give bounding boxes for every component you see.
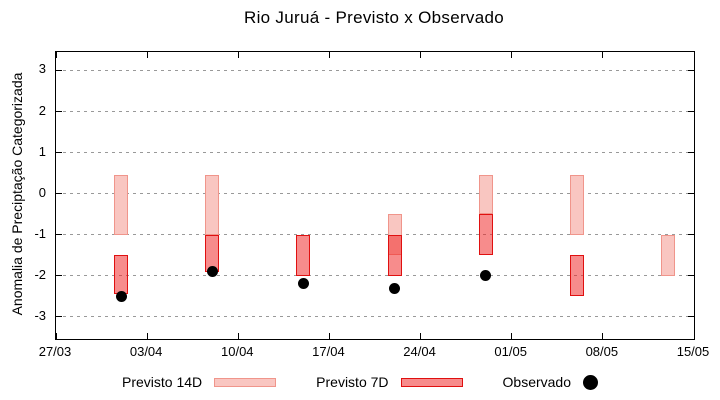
y-tick-label: -1	[34, 225, 46, 241]
y-axis-tick	[688, 234, 694, 236]
gridline	[56, 316, 694, 318]
y-axis-tick	[56, 316, 62, 318]
y-axis-tick	[56, 69, 62, 71]
y-axis-tick	[56, 193, 62, 195]
legend-swatch-observado-icon	[583, 374, 598, 390]
legend: Previsto 14D Previsto 7D Observado	[0, 370, 720, 394]
y-axis-tick	[56, 275, 62, 277]
legend-label-previsto-7d: Previsto 7D	[316, 374, 389, 390]
x-axis-tick	[511, 52, 513, 58]
legend-item-previsto-7d: Previsto 7D	[316, 374, 463, 390]
point-observado	[480, 270, 492, 282]
legend-label-previsto-14d: Previsto 14D	[122, 374, 203, 390]
x-axis-tick	[420, 333, 422, 339]
x-axis-tick	[146, 333, 148, 339]
legend-item-observado: Observado	[503, 374, 598, 390]
y-axis-tick	[688, 152, 694, 154]
gridline	[56, 275, 694, 277]
y-tick-label: -2	[34, 266, 46, 282]
y-tick-label: 3	[38, 61, 46, 77]
x-axis-tick	[602, 333, 604, 339]
bar-previsto-14d	[569, 175, 584, 235]
x-tick-label: 17/04	[312, 344, 345, 359]
y-tick-label: -3	[34, 307, 46, 323]
x-axis-tick	[602, 52, 604, 58]
y-axis-tick	[688, 69, 694, 71]
y-tick-label: 2	[38, 102, 46, 118]
x-axis-tick	[55, 52, 57, 58]
bar-previsto-7d	[478, 214, 493, 256]
legend-item-previsto-14d: Previsto 14D	[122, 374, 277, 390]
legend-swatch-previsto-14d-icon	[214, 377, 277, 387]
gridline	[56, 111, 694, 113]
y-axis-tick	[688, 275, 694, 277]
x-tick-label: 15/05	[676, 344, 710, 359]
x-axis-tick	[146, 52, 148, 58]
y-tick-label: 0	[38, 184, 46, 200]
y-tick-label: 1	[38, 143, 46, 159]
y-axis-tick	[56, 111, 62, 113]
y-axis-tick	[688, 193, 694, 195]
x-axis-tick	[328, 52, 330, 58]
bar-previsto-7d	[569, 255, 584, 297]
gridline	[56, 69, 694, 71]
legend-label-observado: Observado	[502, 374, 571, 390]
gridline	[56, 234, 694, 236]
x-axis-tick	[55, 333, 57, 339]
x-axis-tick	[693, 52, 695, 58]
bar-previsto-7d	[387, 234, 402, 276]
bar-previsto-14d	[114, 175, 129, 235]
x-tick-label: 01/05	[494, 344, 527, 359]
point-observado	[115, 290, 127, 302]
x-tick-label: 27/03	[38, 344, 72, 359]
gridline	[56, 152, 694, 154]
bar-previsto-14d	[205, 175, 220, 235]
bar-previsto-7d	[114, 255, 129, 295]
point-observado	[206, 266, 218, 278]
x-axis-tick	[328, 333, 330, 339]
chart-title: Rio Juruá - Previsto x Observado	[244, 8, 504, 27]
x-tick-label: 08/05	[585, 344, 619, 359]
x-tick-label: 03/04	[129, 344, 163, 359]
y-axis-tick	[56, 234, 62, 236]
x-tick-label: 24/04	[403, 344, 436, 359]
bar-previsto-7d	[296, 234, 311, 276]
legend-swatch-previsto-7d-icon	[400, 377, 463, 387]
bar-previsto-14d	[478, 175, 493, 215]
x-tick-label: 10/04	[221, 344, 254, 359]
y-axis-tick	[56, 152, 62, 154]
x-axis-tick	[420, 52, 422, 58]
x-axis-tick	[237, 333, 239, 339]
point-observado	[297, 278, 309, 290]
x-axis-tick	[237, 52, 239, 58]
plot-area	[55, 51, 695, 340]
point-observado	[389, 282, 401, 294]
gridline	[56, 193, 694, 195]
bar-previsto-14d	[660, 234, 675, 276]
y-axis-tick	[688, 111, 694, 113]
y-axis-tick	[688, 316, 694, 318]
x-axis-tick	[693, 333, 695, 339]
x-axis-tick	[511, 333, 513, 339]
